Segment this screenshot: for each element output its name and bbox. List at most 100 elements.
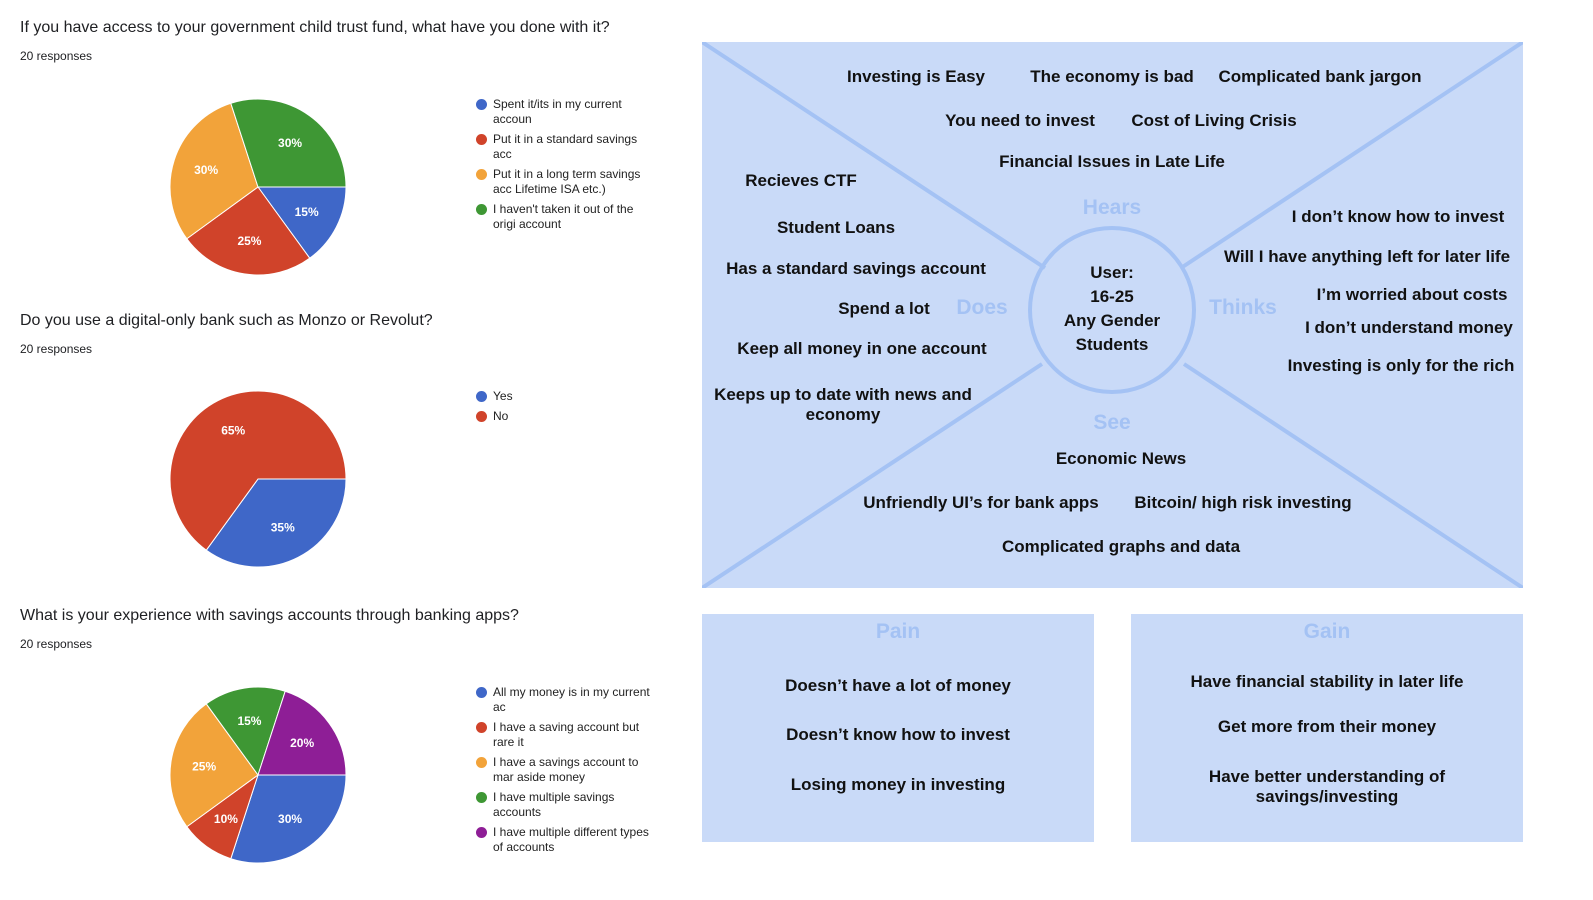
slice-label: 65% (221, 423, 245, 437)
legend-label: I have multiple different types of accou… (493, 825, 649, 854)
does-item: Spend a lot (838, 299, 930, 318)
does-item: Keeps up to date with news and (714, 385, 972, 404)
slice-label: 10% (214, 812, 238, 826)
response-count: 20 responses (20, 342, 93, 356)
pie-slice (257, 186, 347, 259)
slice-label: 25% (192, 759, 216, 773)
user-persona-line: Any Gender (1063, 311, 1161, 330)
pie-slice (257, 690, 347, 776)
hears-item: Investing is Easy (847, 67, 985, 86)
pie-slice (205, 478, 347, 568)
legend-item: Put it in a long term savings acc Lifeti… (476, 167, 660, 197)
pain-title: Pain (875, 620, 921, 643)
legend-item: Put it in a standard savings acc (476, 132, 660, 162)
does-label: Does (956, 296, 1008, 319)
legend-swatch (476, 687, 487, 698)
legend-swatch (476, 134, 487, 145)
hears-label: Hears (1082, 196, 1142, 219)
pain-item: Losing money in investing (790, 775, 1006, 794)
legend-swatch (476, 391, 487, 402)
legend-label: No (493, 409, 509, 423)
legend-label: I haven't taken it out of the origi acco… (493, 202, 634, 231)
legend-item: All my money is in my current ac (476, 685, 660, 715)
legend-swatch (476, 792, 487, 803)
slice-label: 35% (271, 521, 295, 535)
slice-label: 15% (295, 205, 319, 219)
gain-box (1131, 614, 1523, 842)
legend-swatch (476, 204, 487, 215)
legend-item: I have a savings account to mar aside mo… (476, 755, 660, 785)
slice-label: 15% (237, 714, 261, 728)
pie-slice (169, 390, 347, 551)
response-count: 20 responses (20, 49, 93, 63)
slice-label: 30% (278, 812, 302, 826)
legend-item: No (476, 409, 660, 424)
user-persona-line: Students (1075, 335, 1149, 354)
map-lines (702, 42, 1523, 588)
pie-slice (230, 98, 347, 188)
legend-label: Yes (493, 389, 513, 403)
legend-swatch (476, 99, 487, 110)
legend-item: I have multiple different types of accou… (476, 825, 660, 855)
legend-label: I have multiple savings accounts (493, 790, 615, 819)
response-count: 20 responses (20, 637, 93, 651)
user-persona-line: User: (1090, 263, 1134, 282)
slice-label: 25% (237, 234, 261, 248)
hears-item: Cost of Living Crisis (1131, 111, 1297, 130)
thinks-item: Investing is only for the rich (1287, 356, 1515, 375)
slice-label: 30% (194, 163, 218, 177)
see-item: Complicated graphs and data (1001, 537, 1241, 556)
gain-item: Get more from their money (1217, 717, 1437, 736)
legend-item: Yes (476, 389, 660, 404)
hears-item: Financial Issues in Late Life (999, 152, 1225, 171)
pie-chart: 35% 65% (169, 390, 347, 568)
legend-item: I have a saving account but rare it (476, 720, 660, 750)
legend-swatch (476, 169, 487, 180)
hears-item: Complicated bank jargon (1218, 67, 1422, 86)
thinks-item: Will I have anything left for later life (1223, 247, 1511, 266)
does-item: economy (805, 405, 881, 424)
legend: All my money is in my current ac I have a… (476, 685, 660, 860)
legend-label: Spent it/its in my current accoun (493, 97, 622, 126)
pain-item: Doesn’t have a lot of money (785, 676, 1011, 695)
pie-chart: 15% 25% 30% 30% (169, 98, 347, 276)
gain-item: savings/investing (1255, 787, 1399, 806)
see-item: Economic News (1055, 449, 1187, 468)
user-persona-line: 16-25 (1090, 287, 1134, 306)
gain-item: Have better understanding of (1208, 767, 1446, 786)
chart-title: What is your experience with savings acc… (20, 607, 519, 624)
legend-item: I haven't taken it out of the origi acco… (476, 202, 660, 232)
hears-item: You need to invest (945, 111, 1095, 130)
pie-slice (169, 703, 259, 828)
see-item: Bitcoin/ high risk investing (1134, 493, 1352, 512)
thinks-item: I’m worried about costs (1316, 285, 1508, 304)
legend-label: All my money is in my current ac (493, 685, 650, 714)
legend-swatch (476, 757, 487, 768)
legend-label: I have a savings account to mar aside mo… (493, 755, 639, 784)
thinks-item: I don’t understand money (1305, 318, 1513, 337)
does-item: Has a standard savings account (726, 259, 986, 278)
thinks-label: Thinks (1209, 296, 1277, 319)
pie-slice (169, 102, 259, 240)
gain-item: Have financial stability in later life (1190, 672, 1464, 691)
legend-swatch (476, 411, 487, 422)
legend-swatch (476, 722, 487, 733)
slice-label: 20% (290, 736, 314, 750)
pie-slice (230, 774, 347, 864)
empathy-map (702, 42, 1523, 588)
legend-swatch (476, 827, 487, 838)
legend-label: I have a saving account but rare it (493, 720, 640, 749)
chart-title: If you have access to your government ch… (20, 19, 610, 36)
does-item: Recieves CTF (745, 171, 857, 190)
does-item: Keep all money in one account (737, 339, 987, 358)
gain-title: Gain (1303, 620, 1351, 643)
pain-item: Doesn’t know how to invest (786, 725, 1010, 744)
see-item: Unfriendly UI’s for bank apps (863, 493, 1099, 512)
slice-label: 30% (278, 136, 302, 150)
legend-label: Put it in a standard savings acc (493, 132, 638, 161)
pie-slice (205, 686, 286, 777)
chart-title: Do you use a digital-only bank such as M… (20, 312, 433, 329)
pie-chart: 30% 10% 25% 15% 20% (169, 686, 347, 864)
see-label: See (1093, 411, 1131, 434)
legend: Spent it/its in my current accoun Put it … (476, 97, 660, 237)
